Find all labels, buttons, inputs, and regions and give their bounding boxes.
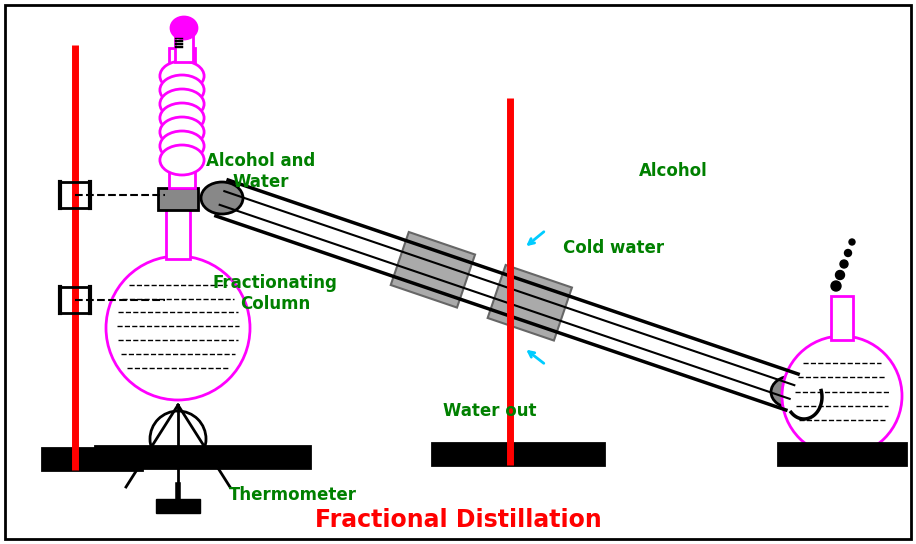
Ellipse shape (171, 17, 197, 39)
Ellipse shape (160, 131, 204, 161)
FancyBboxPatch shape (169, 48, 195, 188)
Text: Fractional Distillation: Fractional Distillation (314, 508, 602, 531)
Bar (487, 265, 572, 341)
Circle shape (782, 336, 902, 456)
Text: Alcohol: Alcohol (638, 162, 708, 181)
Circle shape (106, 256, 250, 400)
Ellipse shape (160, 61, 204, 91)
Circle shape (840, 260, 848, 268)
Text: Cold water: Cold water (563, 238, 664, 257)
FancyBboxPatch shape (156, 499, 200, 513)
Bar (391, 232, 475, 307)
Text: Fractionating
Column: Fractionating Column (213, 274, 337, 313)
Ellipse shape (160, 89, 204, 119)
Circle shape (845, 250, 852, 257)
Ellipse shape (160, 75, 204, 105)
Circle shape (849, 239, 855, 245)
FancyBboxPatch shape (166, 201, 190, 259)
FancyBboxPatch shape (95, 446, 310, 468)
FancyBboxPatch shape (5, 5, 911, 539)
FancyBboxPatch shape (175, 32, 193, 62)
FancyBboxPatch shape (42, 448, 142, 470)
FancyBboxPatch shape (778, 443, 906, 465)
Ellipse shape (201, 182, 243, 214)
Text: Water out: Water out (443, 401, 537, 420)
Text: Alcohol and
Water: Alcohol and Water (206, 152, 316, 191)
Ellipse shape (160, 117, 204, 147)
Circle shape (831, 281, 841, 291)
Ellipse shape (160, 103, 204, 133)
Ellipse shape (771, 376, 813, 408)
Ellipse shape (160, 145, 204, 175)
FancyBboxPatch shape (432, 443, 604, 465)
Circle shape (150, 411, 206, 467)
FancyBboxPatch shape (831, 296, 853, 340)
FancyBboxPatch shape (158, 188, 198, 210)
Text: Thermometer: Thermometer (229, 486, 357, 504)
Circle shape (835, 270, 845, 280)
